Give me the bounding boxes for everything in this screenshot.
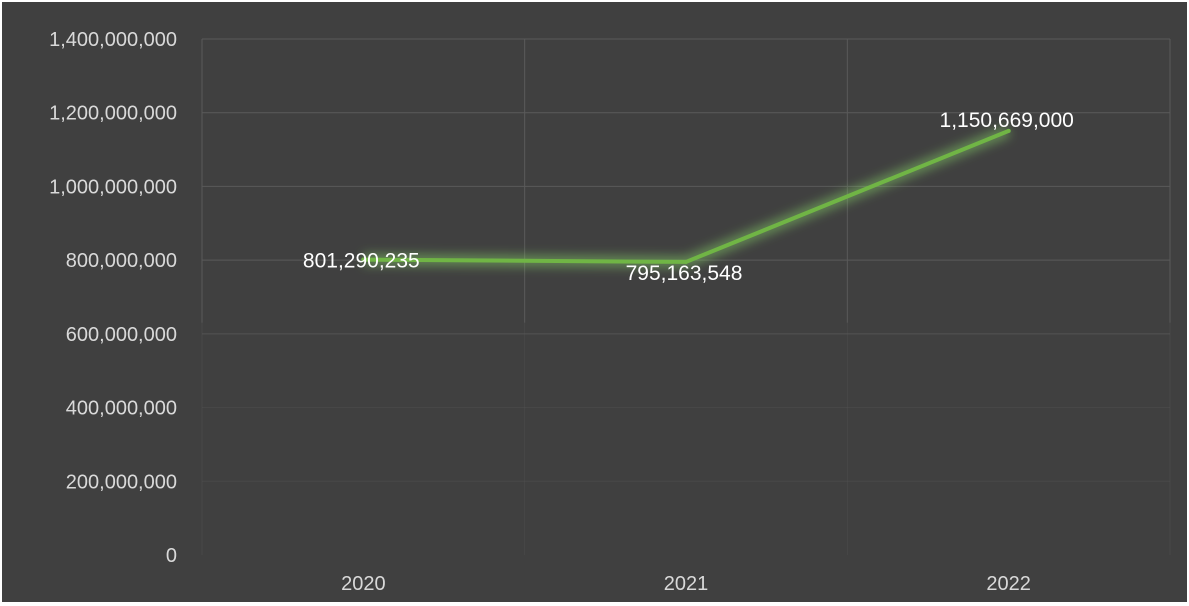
y-tick-label: 0 (166, 545, 177, 567)
data-label: 795,163,548 (626, 262, 743, 285)
series-line (361, 128, 1011, 264)
series-line-glow (363, 125, 1011, 268)
data-point (361, 257, 366, 262)
y-tick-label: 1,000,000,000 (49, 176, 177, 198)
y-tick-label: 200,000,000 (66, 471, 177, 493)
x-axis: 2020 2021 2022 (341, 573, 1031, 595)
y-tick-label: 400,000,000 (66, 398, 177, 420)
data-labels: 801,290,235 795,163,548 1,150,669,000 (303, 109, 1074, 285)
y-tick-label: 1,200,000,000 (49, 103, 177, 125)
x-tick-label: 2022 (986, 573, 1031, 595)
gridlines (201, 38, 1171, 555)
data-label: 1,150,669,000 (940, 109, 1074, 132)
data-label: 801,290,235 (303, 250, 420, 273)
data-point (1006, 128, 1011, 133)
x-tick-label: 2020 (341, 573, 386, 595)
y-tick-label: 1,400,000,000 (49, 29, 177, 51)
y-tick-label: 600,000,000 (66, 324, 177, 346)
data-point (684, 259, 688, 264)
series (361, 125, 1011, 268)
y-axis: 0 200,000,000 400,000,000 600,000,000 800,00… (49, 29, 177, 567)
y-tick-label: 800,000,000 (66, 250, 177, 272)
x-tick-label: 2021 (664, 573, 709, 595)
